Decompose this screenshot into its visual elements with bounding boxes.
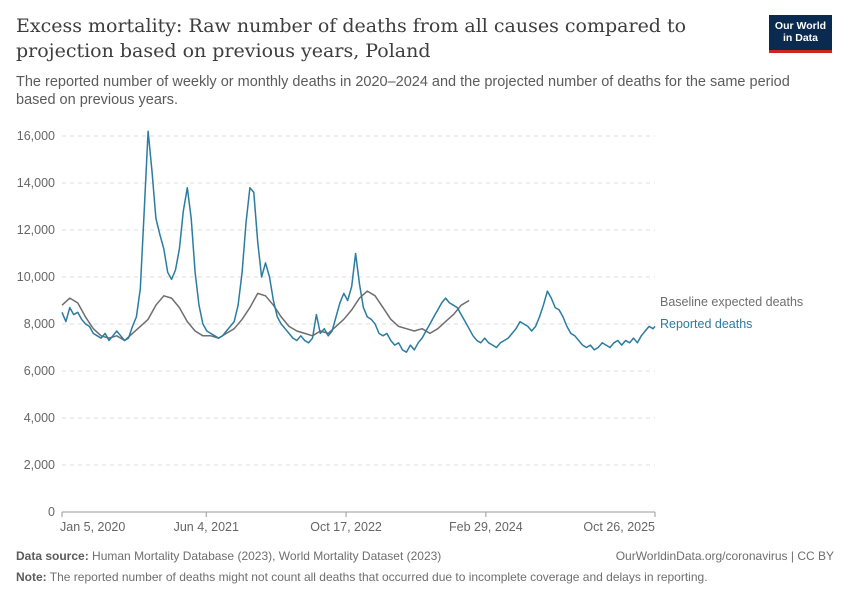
y-tick-label: 10,000 (17, 270, 55, 284)
y-tick-label: 8,000 (24, 317, 55, 331)
logo-line-2: in Data (782, 32, 818, 44)
x-axis: Jan 5, 2020 Jun 4, 2021 Oct 17, 2022 Feb 29… (60, 511, 656, 534)
series-line-reported (61, 130, 656, 353)
y-axis: 0 2,000 4,000 6,000 8,000 10,000 12,000 14,000 1… (17, 129, 55, 519)
chart-title: Excess mortality: Raw number of deaths f… (16, 15, 687, 62)
source-label: Data source: (16, 549, 89, 563)
logo-line-1: Our World (774, 20, 827, 32)
series-lines (61, 130, 656, 353)
source-text[interactable]: Human Mortality Database (2023), World M… (92, 549, 442, 563)
y-tick-label: 16,000 (17, 129, 55, 143)
chart-subtitle: The reported number of weekly or monthly… (16, 74, 790, 108)
y-tick-label: 6,000 (24, 364, 55, 378)
x-tick-label: Jun 4, 2021 (174, 520, 239, 534)
note-text: The reported number of deaths might not … (49, 570, 708, 584)
note-label: Note: (16, 570, 47, 584)
y-tick-label: 4,000 (24, 411, 55, 425)
legend: Baseline expected deaths Reported deaths (660, 295, 803, 331)
footer-note: Note: The reported number of deaths migh… (16, 570, 834, 585)
y-tick-label: 0 (48, 505, 55, 519)
y-tick-label: 14,000 (17, 176, 55, 190)
x-tick-label: Oct 26, 2025 (583, 520, 655, 534)
y-tick-label: 12,000 (17, 223, 55, 237)
series-line-baseline (61, 290, 470, 342)
owid-logo[interactable]: Our World in Data (769, 15, 832, 53)
legend-label: Reported deaths (660, 317, 752, 331)
x-tick-label: Feb 29, 2024 (449, 520, 523, 534)
footer-source: Data source: Human Mortality Database (2… (16, 549, 834, 564)
x-tick-label: Jan 5, 2020 (60, 520, 125, 534)
x-tick-label: Oct 17, 2022 (310, 520, 382, 534)
legend-label: Baseline expected deaths (660, 295, 803, 309)
y-tick-label: 2,000 (24, 458, 55, 472)
license-link[interactable]: OurWorldinData.org/coronavirus | CC BY (615, 549, 834, 563)
